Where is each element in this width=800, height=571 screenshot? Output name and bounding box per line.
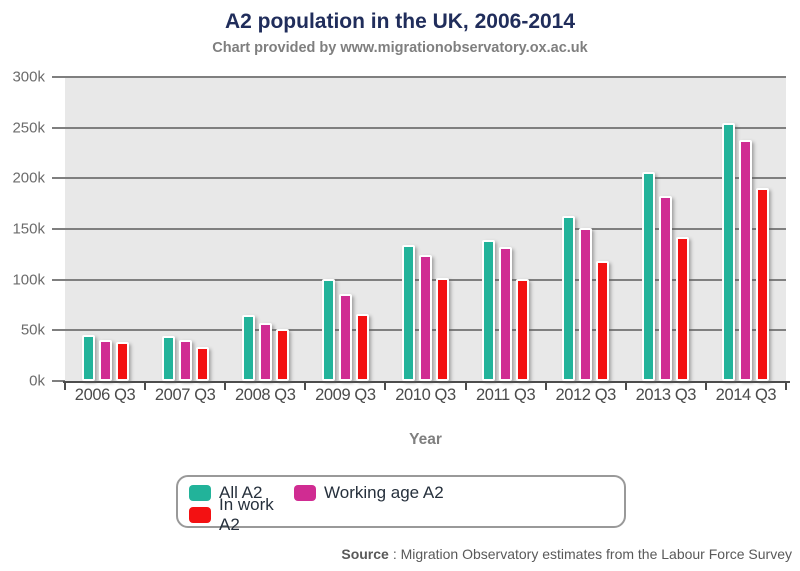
x-tick [144, 383, 147, 390]
chart-subtitle: Chart provided by www.migrationobservato… [212, 40, 588, 56]
chart-title: A2 population in the UK, 2006-2014 [224, 10, 576, 33]
bar-in-work-a2 [676, 237, 690, 381]
legend-item-working-age-a2: Working age A2 [294, 483, 444, 503]
legend-label-in-work-a2: In work A2 [219, 495, 274, 534]
bar-all-a2 [482, 240, 496, 381]
x-tick [304, 383, 307, 390]
legend-row-2: In work A2 [189, 495, 624, 534]
legend: All A2 Working age A2 In work A2 [176, 475, 626, 534]
bar-group [466, 77, 546, 381]
y-tick [52, 380, 65, 382]
bar-working-age-a2 [499, 247, 513, 381]
bar-working-age-a2 [258, 323, 272, 381]
x-tick [785, 383, 787, 390]
x-tick [224, 383, 227, 390]
x-tick [64, 383, 66, 390]
x-tick [384, 383, 387, 390]
y-tick [52, 278, 65, 281]
source-text: : Migration Observatory estimates from t… [392, 546, 792, 562]
bar-in-work-a2 [195, 346, 209, 381]
x-tick-label: 2010 Q3 [395, 386, 456, 404]
legend-item-all-a2: All A2 [189, 483, 294, 503]
gridline [59, 126, 786, 129]
y-tick [52, 126, 65, 129]
x-tick-label: 2011 Q3 [475, 386, 536, 404]
y-tick-label: 150k [12, 220, 45, 238]
x-tick-label: 2006 Q3 [74, 386, 136, 404]
bar-in-work-a2 [756, 187, 770, 381]
y-tick-label: 0k [29, 372, 45, 390]
x-tick-label: 2012 Q3 [555, 386, 616, 404]
y-tick [52, 76, 65, 78]
legend-swatch-all-a2 [189, 485, 211, 501]
source-label: Source [341, 546, 389, 562]
bar-all-a2 [241, 315, 255, 381]
legend-row-1: All A2 Working age A2 [189, 482, 624, 504]
legend-label-all-a2: All A2 [219, 483, 263, 502]
bar-all-a2 [562, 215, 576, 381]
x-tick-label: 2009 Q3 [315, 386, 376, 404]
gridline [59, 177, 786, 180]
bar-group [706, 77, 786, 381]
x-tick-label: 2007 Q3 [154, 386, 216, 404]
bar-working-age-a2 [659, 195, 673, 381]
x-axis-title: Year [409, 431, 442, 448]
bar-group [385, 77, 465, 381]
y-tick-label: 250k [12, 119, 45, 137]
plot-area [59, 76, 786, 381]
bar-all-a2 [642, 172, 656, 381]
y-tick-label: 50k [20, 321, 45, 339]
bar-in-work-a2 [516, 278, 530, 381]
x-tick-label: 2008 Q3 [235, 386, 296, 404]
bar-all-a2 [401, 245, 415, 381]
bar-in-work-a2 [596, 261, 610, 381]
y-tick [52, 228, 65, 230]
bar-in-work-a2 [355, 314, 369, 381]
bar-working-age-a2 [739, 139, 753, 381]
bar-groups [65, 77, 786, 381]
gridline [59, 76, 786, 78]
bar-working-age-a2 [178, 339, 192, 381]
y-tick [52, 177, 65, 180]
bar-group [225, 77, 305, 381]
x-tick [624, 383, 627, 390]
source-note: Source: Migration Observatory estimates … [341, 546, 792, 562]
y-tick-label: 300k [12, 68, 45, 86]
y-tick-label: 200k [12, 169, 45, 187]
bar-all-a2 [81, 335, 95, 381]
y-tick-label: 100k [12, 271, 45, 289]
x-tick [544, 383, 547, 390]
bar-working-age-a2 [418, 255, 432, 381]
bar-working-age-a2 [98, 339, 112, 381]
bar-all-a2 [161, 336, 175, 381]
bar-all-a2 [722, 122, 736, 381]
x-tick [704, 383, 707, 390]
y-axis: 0k 50k 100k 150k 200k 250k 300k [0, 69, 65, 390]
legend-swatch-working-age-a2 [294, 485, 316, 501]
bar-in-work-a2 [275, 329, 289, 381]
x-tick [464, 383, 467, 390]
bar-all-a2 [321, 278, 335, 381]
bar-group [546, 77, 626, 381]
bar-working-age-a2 [338, 293, 352, 381]
legend-swatch-in-work-a2 [189, 507, 211, 523]
bar-in-work-a2 [435, 277, 449, 381]
x-tick-label: 2014 Q3 [715, 386, 777, 404]
y-tick [52, 329, 65, 332]
x-tick-label: 2013 Q3 [635, 386, 697, 404]
x-axis-ticks [64, 383, 787, 390]
bar-in-work-a2 [115, 341, 129, 381]
gridline [59, 228, 786, 230]
x-axis-line [63, 381, 790, 383]
bar-group [626, 77, 706, 381]
bar-group [65, 77, 145, 381]
bar-group [305, 77, 385, 381]
bar-group [145, 77, 225, 381]
x-axis-labels: 2006 Q3 2007 Q3 2008 Q3 2009 Q3 2010 Q3 2011 … [65, 386, 786, 405]
bar-working-age-a2 [579, 228, 593, 381]
legend-item-in-work-a2: In work A2 [189, 495, 294, 535]
legend-label-working-age-a2: Working age A2 [324, 483, 444, 502]
